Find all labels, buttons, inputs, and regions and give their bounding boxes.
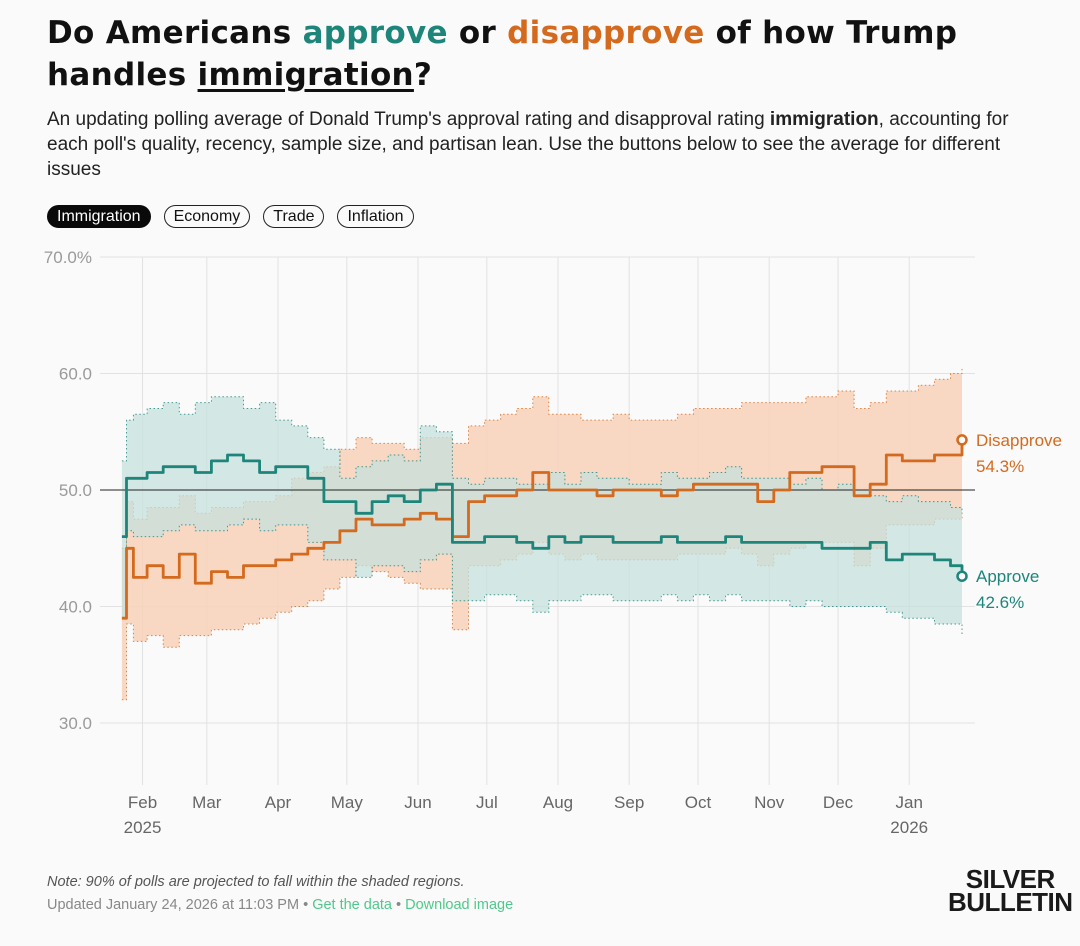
x-tick-label: Feb [128,793,157,812]
title-issue-word: immigration [197,57,414,93]
x-tick-label: Jun [404,793,431,812]
separator: • [299,897,313,913]
title-text: Do Americans [47,15,303,51]
subtitle-issue: immigration [769,109,879,130]
x-axis: Feb 2025 Mar Apr May Jun Jul Aug Sep Oct Nov Dec Jan… [124,793,928,837]
title-approve-word: approve [302,15,448,51]
x-tick-year-label: 2025 [124,818,162,837]
y-tick-label: 70.0% [44,248,92,267]
x-tick-label: Apr [265,793,292,812]
approve-band-lower [121,518,963,636]
y-tick-label: 50.0 [59,481,92,500]
y-tick-label: 60.0 [59,365,92,384]
logo-line1: SILVER [965,864,1055,894]
logo-line2: BULLETIN [948,887,1073,917]
disapprove-end-marker [956,434,968,446]
tab-inflation[interactable]: Inflation [337,205,414,228]
x-tick-label: Sep [614,793,644,812]
tab-immigration[interactable]: Immigration [47,205,151,228]
tab-trade[interactable]: Trade [263,205,325,228]
x-tick-label: Aug [543,793,573,812]
approve-line [121,453,964,577]
title-text: ? [413,57,433,93]
updated-timestamp: Updated January 24, 2026 at 11:03 PM [47,897,300,913]
chart-title: Do Americans approve or disapprove of ho… [47,12,1047,96]
approve-band [121,396,962,636]
title-text: of how Trump [704,15,958,51]
y-tick-label: 40.0 [59,598,92,617]
title-text: handles [47,57,198,93]
subtitle-text: , accounting for each poll's quality, re… [47,109,1009,180]
approval-chart: 70.0% 60.0 50.0 40.0 30.0 Feb 2025 Mar Apr May Ju… [44,248,1062,837]
x-tick-year-label: 2026 [890,818,928,837]
approve-end-marker [956,570,968,582]
disapprove-end-value: 54.3% [976,457,1024,476]
get-data-link[interactable]: Get the data [312,897,392,913]
bands [121,367,963,701]
approve-end-label: Approve [976,567,1039,586]
x-tick-label: Jul [476,793,498,812]
y-tick-label: 30.0 [59,714,92,733]
disapprove-end-label: Disapprove [976,431,1062,450]
lines [100,434,975,620]
issue-tabs: Immigration Economy Trade Inflation [47,205,414,228]
x-tick-label: Dec [823,793,854,812]
title-disapprove-word: disapprove [507,15,705,51]
subtitle-text: An updating polling average of Donald Tr… [47,109,770,130]
footnote: Note: 90% of polls are projected to fall… [47,874,465,890]
x-tick-label: Mar [192,793,222,812]
x-tick-label: Oct [685,793,712,812]
end-labels: Disapprove 54.3% Approve 42.6% [976,431,1062,612]
title-text: or [447,15,508,51]
approve-end-value: 42.6% [976,593,1024,612]
updated-line: Updated January 24, 2026 at 11:03 PM • G… [47,897,513,913]
disapprove-line [121,439,964,620]
x-tick-label: Nov [754,793,785,812]
x-tick-label: Jan [895,793,922,812]
download-image-link[interactable]: Download image [405,897,514,913]
y-axis: 70.0% 60.0 50.0 40.0 30.0 [44,248,92,733]
x-tick-label: May [331,793,364,812]
separator: • [392,897,406,913]
chart-subtitle: An updating polling average of Donald Tr… [47,107,1047,182]
tab-economy[interactable]: Economy [163,205,251,228]
silver-bulletin-logo: SILVER BULLETIN [948,864,1073,917]
